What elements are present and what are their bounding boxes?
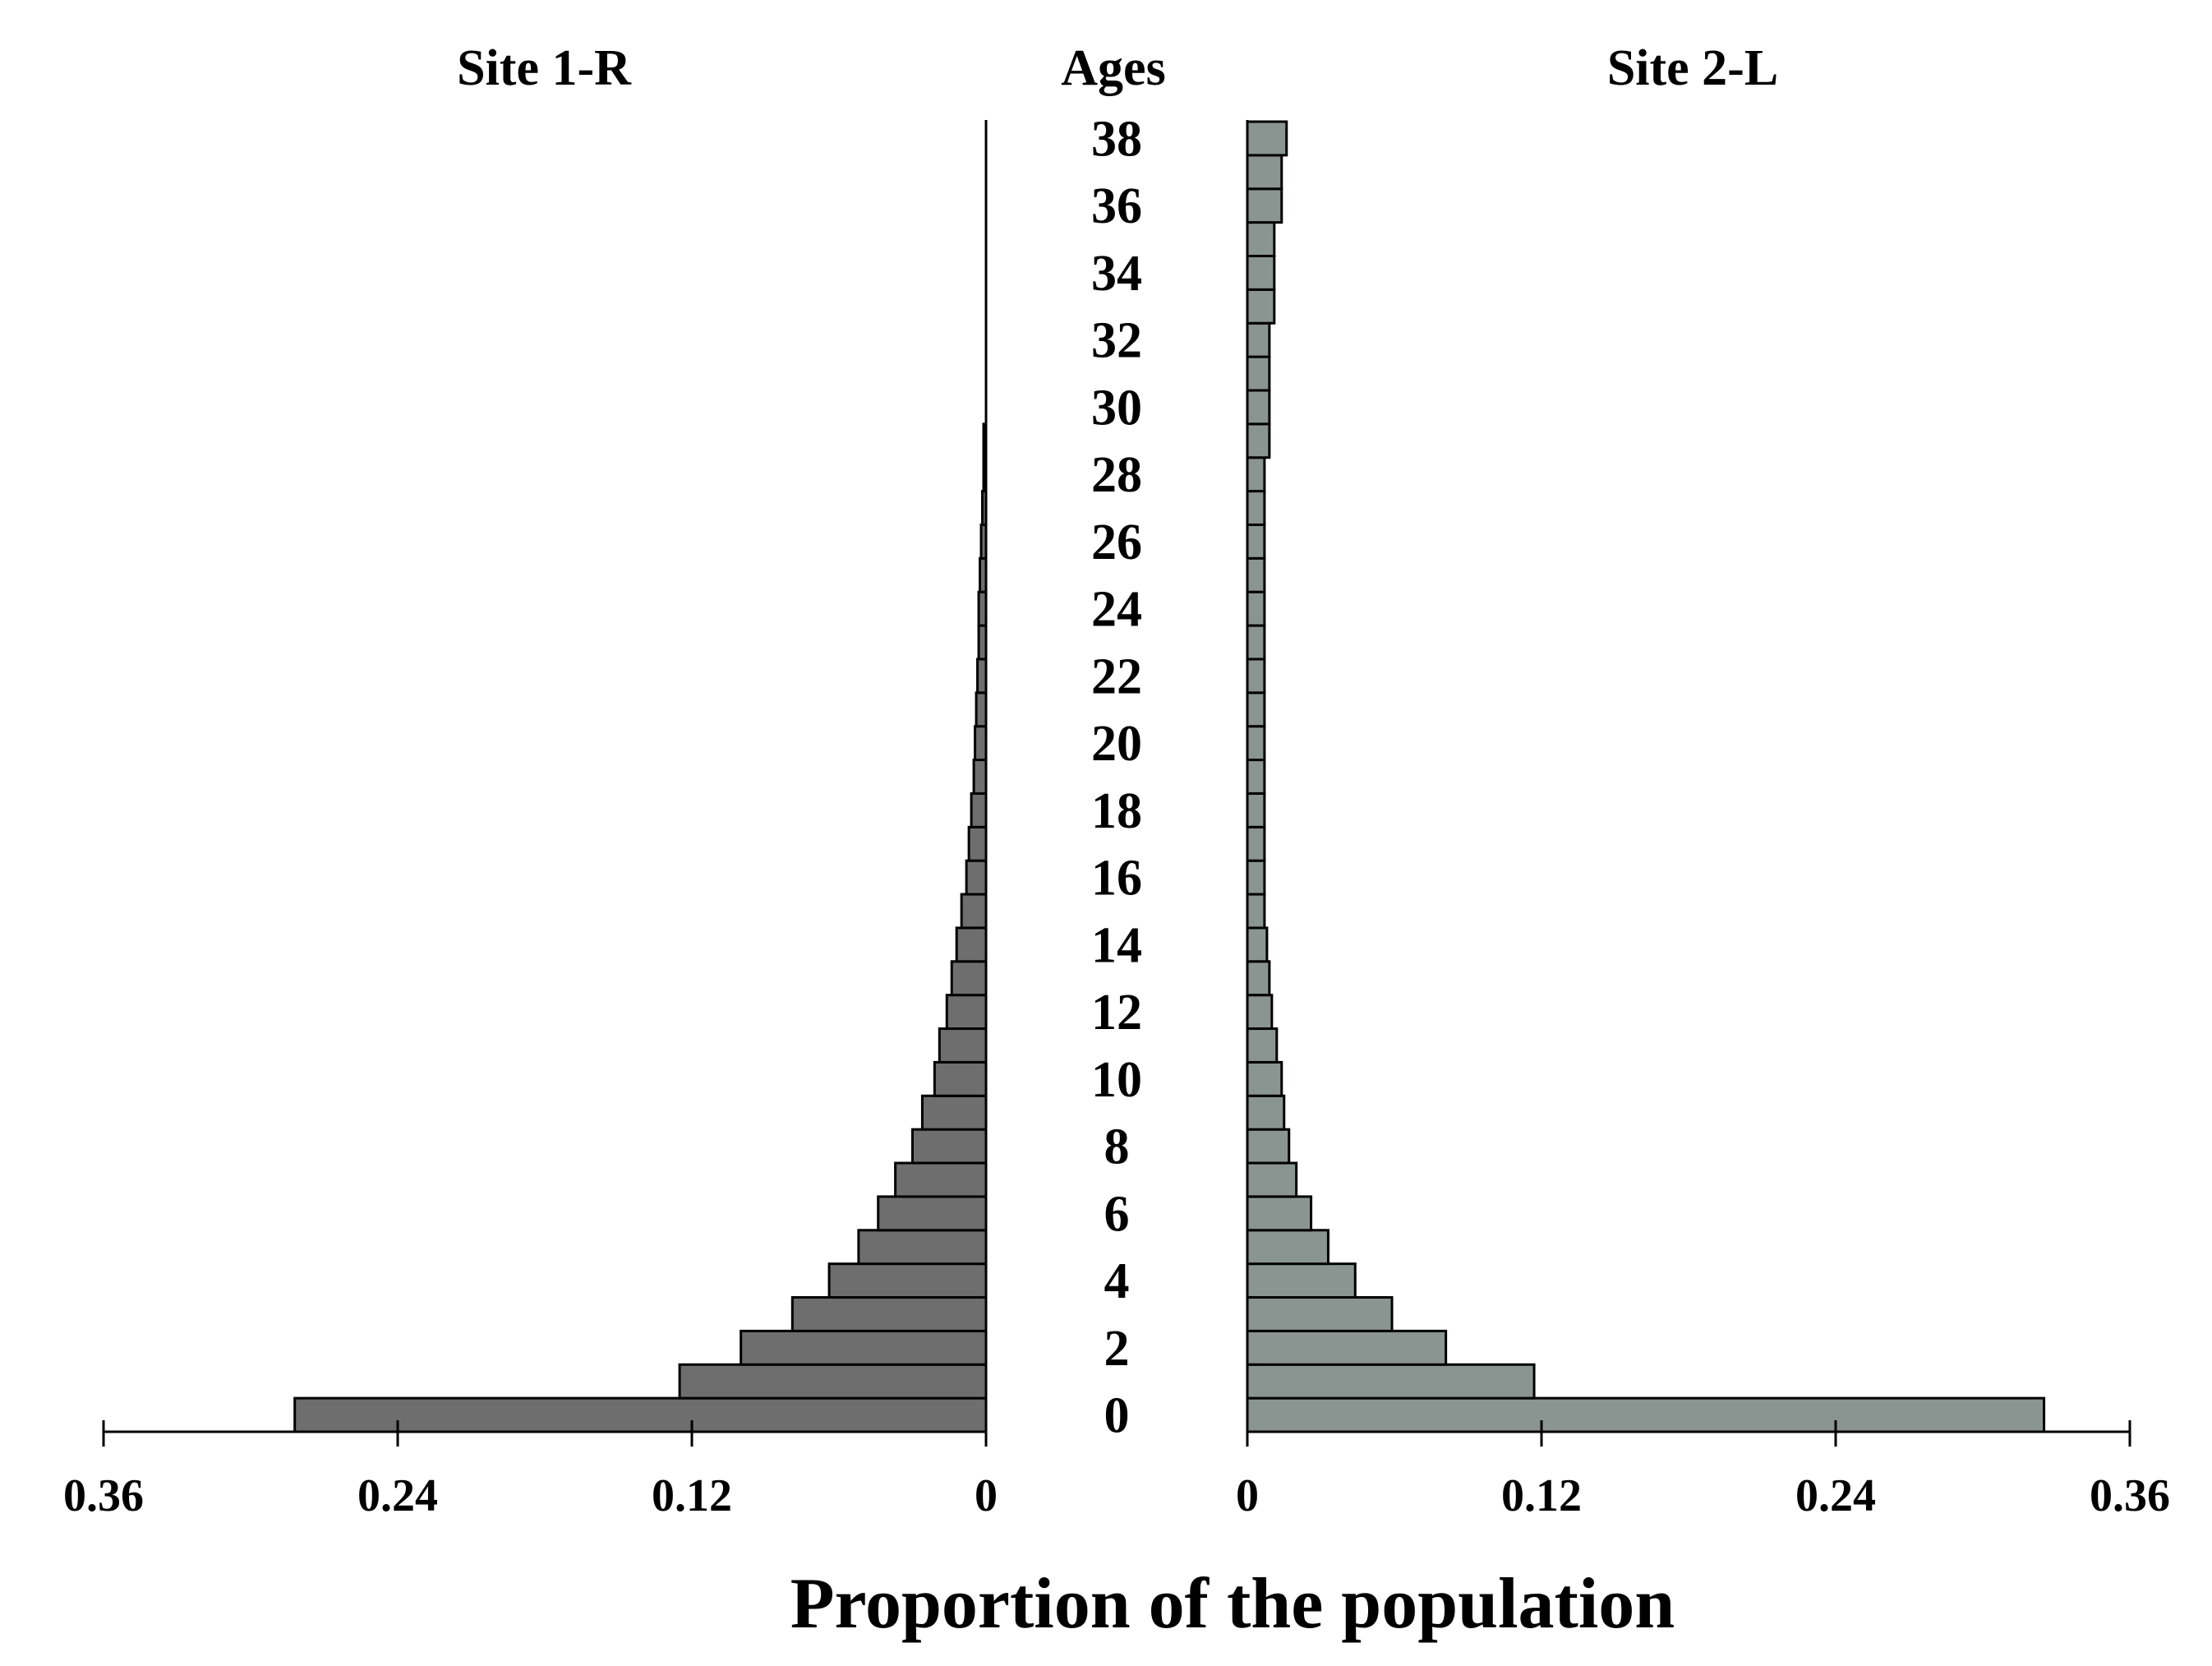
site2-bar-age-31: [1246, 355, 1271, 392]
site2-bar-age-18: [1246, 791, 1266, 828]
site1-bar-age-8: [911, 1128, 988, 1165]
site2-bar-age-29: [1246, 422, 1271, 459]
site1-bar-age-17: [967, 825, 988, 862]
site2-bar-age-19: [1246, 759, 1266, 795]
age-tick-label: 18: [1091, 783, 1142, 839]
age-tick-label: 8: [1104, 1119, 1130, 1175]
age-tick-label: 32: [1091, 313, 1142, 369]
site2-bar-age-4: [1246, 1262, 1357, 1299]
site2-bar-age-38: [1246, 120, 1288, 157]
right-panel-title: Site 2-L: [1607, 40, 1778, 96]
site1-bar-age-10: [933, 1060, 988, 1097]
x-axis-title: Proportion of the population: [790, 1564, 1675, 1644]
site1-bar-age-7: [894, 1161, 988, 1198]
site1-bar-age-22: [976, 658, 988, 695]
site2-bar-age-7: [1246, 1161, 1298, 1198]
site2-bar-age-28: [1246, 456, 1266, 493]
site1-bar-age-1: [678, 1363, 988, 1400]
site2-bar-age-35: [1246, 221, 1276, 257]
site2-bar-age-0: [1246, 1396, 2046, 1433]
age-tick-label: 4: [1104, 1253, 1130, 1309]
age-tick-label: 12: [1091, 985, 1142, 1041]
site2-bar-age-21: [1246, 691, 1266, 728]
site2-bar-age-10: [1246, 1060, 1283, 1097]
site2-bar-age-17: [1246, 825, 1266, 862]
site2-bar-age-22: [1246, 658, 1266, 695]
site1-bar-age-2: [740, 1329, 988, 1366]
site2-bar-age-5: [1246, 1229, 1330, 1266]
site2-bar-age-30: [1246, 389, 1271, 426]
site2-bar-age-2: [1246, 1329, 1448, 1366]
left-x-tick-label: 0.24: [357, 1470, 438, 1521]
site1-bar-age-5: [857, 1229, 988, 1266]
left-bars-group: [293, 422, 988, 1433]
site2-bar-age-8: [1246, 1128, 1291, 1165]
left-x-tick-label: 0.12: [652, 1470, 732, 1521]
center-ages-label: Ages: [1061, 40, 1165, 96]
site1-bar-age-18: [970, 791, 988, 828]
site1-bar-age-3: [790, 1296, 988, 1332]
site2-bar-age-16: [1246, 859, 1266, 896]
site1-bar-age-14: [955, 926, 988, 963]
site2-bar-age-36: [1246, 187, 1283, 224]
age-tick-label: 38: [1091, 111, 1142, 167]
site1-bar-age-15: [960, 893, 988, 930]
site2-bar-age-33: [1246, 288, 1276, 325]
site1-bar-age-11: [938, 1027, 988, 1064]
site1-bar-age-19: [972, 759, 988, 795]
site2-bar-age-1: [1246, 1363, 1536, 1400]
site1-bar-age-21: [975, 691, 988, 728]
site2-bar-age-24: [1246, 590, 1266, 627]
right-x-tick-label: 0.24: [1795, 1470, 1876, 1521]
age-tick-label: 6: [1104, 1186, 1130, 1242]
site2-bar-age-13: [1246, 960, 1271, 997]
site1-bar-age-6: [877, 1195, 988, 1232]
axes-group: 0 0 0.12 0.12 0.24 0.24 0.36 0.36: [63, 120, 2170, 1521]
site1-bar-age-9: [920, 1094, 988, 1131]
age-tick-label: 30: [1091, 380, 1142, 436]
site2-bar-age-26: [1246, 523, 1266, 560]
site2-bar-age-12: [1246, 994, 1274, 1031]
site2-bar-age-9: [1246, 1094, 1286, 1131]
age-tick-label: 22: [1091, 648, 1142, 704]
age-tick-label: 24: [1091, 582, 1142, 638]
age-tick-label: 26: [1091, 515, 1142, 570]
site2-bar-age-20: [1246, 725, 1266, 762]
age-tick-label: 0: [1104, 1388, 1130, 1444]
site1-bar-age-12: [945, 994, 988, 1031]
left-panel-title: Site 1-R: [457, 40, 632, 96]
site2-bar-age-37: [1246, 154, 1283, 191]
site2-bar-age-3: [1246, 1296, 1394, 1332]
site1-bar-age-16: [965, 859, 988, 896]
site1-bar-age-0: [293, 1396, 988, 1433]
site2-bar-age-25: [1246, 556, 1266, 593]
site2-bar-age-11: [1246, 1027, 1279, 1064]
age-tick-label: 16: [1091, 851, 1142, 907]
site2-bar-age-14: [1246, 926, 1269, 963]
age-tick-label: 14: [1091, 917, 1142, 973]
site2-bar-age-6: [1246, 1195, 1313, 1232]
age-tick-label: 36: [1091, 178, 1142, 234]
age-tick-label: 2: [1104, 1321, 1130, 1377]
age-tick-label: 34: [1091, 246, 1142, 302]
left-x-tick-label: 0: [975, 1470, 998, 1521]
left-x-tick-label: 0.36: [63, 1470, 144, 1521]
site2-bar-age-15: [1246, 893, 1266, 930]
site1-bar-age-4: [827, 1262, 988, 1299]
site1-bar-age-20: [974, 725, 988, 762]
site2-bar-age-34: [1246, 254, 1276, 291]
site1-bar-age-13: [950, 960, 988, 997]
age-tick-label: 28: [1091, 447, 1142, 503]
site2-bar-age-32: [1246, 321, 1271, 358]
right-bars-group: [1246, 120, 2046, 1433]
site2-bar-age-27: [1246, 490, 1266, 526]
age-tick-label: 10: [1091, 1052, 1142, 1108]
right-x-tick-label: 0: [1236, 1470, 1259, 1521]
right-x-tick-label: 0.12: [1501, 1470, 1582, 1521]
age-tick-label: 20: [1091, 716, 1142, 772]
right-x-tick-label: 0.36: [2090, 1470, 2170, 1521]
site2-bar-age-23: [1246, 624, 1266, 661]
